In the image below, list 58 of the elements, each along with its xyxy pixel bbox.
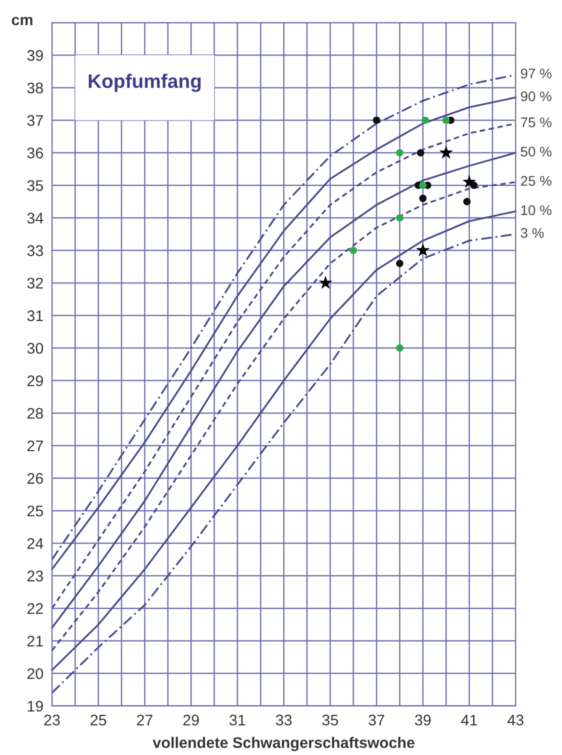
point xyxy=(419,182,427,190)
point xyxy=(396,260,404,268)
point xyxy=(462,174,476,188)
point xyxy=(416,243,430,256)
series-label: 50 % xyxy=(520,146,552,157)
series-label: 97 % xyxy=(520,68,552,78)
y-tick-label: 38 xyxy=(27,82,43,94)
series-label: 3 % xyxy=(520,228,544,238)
y-tick-label: 34 xyxy=(27,212,44,224)
x-tick-label: 25 xyxy=(90,714,106,726)
y-tick-label: 28 xyxy=(27,408,43,419)
y-tick-label: 35 xyxy=(27,180,44,192)
y-tick-label: 25 xyxy=(27,506,44,516)
x-tick-label: 31 xyxy=(230,714,246,726)
y-tick-label: 21 xyxy=(27,636,43,646)
x-tick-label: 41 xyxy=(461,714,478,726)
point xyxy=(419,194,427,202)
series-label: 75 % xyxy=(520,117,552,128)
y-tick-label: 32 xyxy=(27,278,43,289)
point xyxy=(416,149,424,156)
x-tick-label: 23 xyxy=(44,714,60,726)
y-tick-label: 26 xyxy=(27,473,43,484)
y-tick-label: 22 xyxy=(27,603,43,614)
point xyxy=(422,116,429,124)
y-tick-label: 37 xyxy=(27,115,43,126)
series-label: 25 % xyxy=(520,176,552,186)
y-tick-label: 39 xyxy=(27,50,43,61)
y-tick-label: 31 xyxy=(27,310,43,322)
y-tick-label: 20 xyxy=(27,668,44,680)
x-tick-label: 35 xyxy=(322,714,338,726)
point xyxy=(442,116,450,124)
x-tick-label: 29 xyxy=(183,714,199,726)
y-tick-label: 23 xyxy=(27,570,43,582)
point xyxy=(318,276,332,289)
x-tick-label: 27 xyxy=(136,714,152,726)
y-tick-label: 24 xyxy=(27,538,44,549)
y-tick-label: 30 xyxy=(27,342,44,354)
point xyxy=(463,198,471,206)
text: Kopfumfang xyxy=(88,74,201,92)
series-label: 90 % xyxy=(520,91,552,102)
y-tick-label: 29 xyxy=(27,375,43,386)
point xyxy=(439,146,454,159)
x-tick-label: 39 xyxy=(414,714,431,726)
series-label: 10 % xyxy=(521,205,552,216)
point xyxy=(350,246,358,254)
x-axis-title: vollendete Schwangerschaftswoche xyxy=(152,736,414,752)
point xyxy=(396,149,404,156)
x-tick-label: 37 xyxy=(368,714,384,726)
x-tick-label: 43 xyxy=(507,714,524,726)
y-axis-title: cm xyxy=(12,16,32,26)
y-tick-label: 19 xyxy=(28,700,43,712)
point xyxy=(396,344,404,352)
y-tick-label: 27 xyxy=(27,440,43,452)
y-tick-label: 33 xyxy=(27,245,43,256)
x-tick-label: 33 xyxy=(276,714,292,726)
y-tick-label: 36 xyxy=(27,148,43,158)
point xyxy=(372,116,380,124)
point xyxy=(396,214,404,222)
